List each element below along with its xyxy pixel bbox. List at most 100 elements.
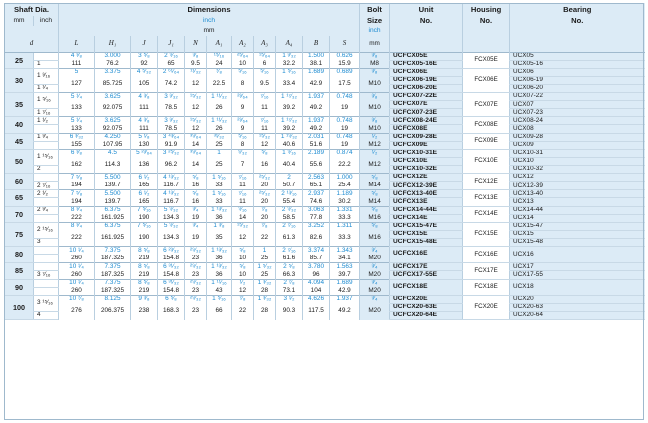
- bolt-mm: M20: [359, 287, 390, 296]
- shaft-mm: 65: [4, 189, 34, 207]
- dim-A3-mm: 28: [253, 287, 276, 296]
- dim-J1-mm: 154.8: [157, 270, 185, 280]
- dim-A1-mm: 66: [206, 303, 232, 320]
- dim-A2-inch: ⁷⁄₁₆: [231, 189, 254, 198]
- shaft-inch: [33, 197, 59, 207]
- col-L: L: [58, 36, 95, 52]
- bearing-number: UCX20: [509, 294, 645, 304]
- dim-N-inch: ⁵⁄₈: [184, 189, 207, 198]
- dim-S-mm: 15.9: [328, 60, 360, 69]
- dim-B-inch: 3.063: [302, 205, 330, 215]
- dim-A4-inch: 3 ¹⁄₂: [275, 294, 303, 304]
- dim-J-mm: 105: [130, 76, 158, 93]
- shaft-mm: 30: [4, 67, 34, 94]
- dim-A1-inch: ¹⁵⁄₁₆: [206, 51, 232, 61]
- dim-A2-mm: 8: [231, 76, 254, 93]
- bearing-number: UCX17: [509, 262, 645, 272]
- dim-N-mm: 14: [184, 157, 207, 174]
- dim-A1-inch: 1 ¹¹⁄₃₂: [206, 92, 232, 101]
- unit-number: UCFCX10-32E: [389, 165, 463, 175]
- dim-H1-mm: 107.95: [94, 141, 131, 150]
- unit-number: UCFCX15-47E: [389, 221, 463, 231]
- col-A3: A₃: [253, 36, 276, 52]
- table-row: 4 UCFCX20-64E UCX20-64: [5, 311, 645, 321]
- dim-N-inch: ³⁄₄: [184, 205, 207, 215]
- dim-L-mm: 133: [58, 124, 95, 134]
- dim-A2-mm: 14: [231, 214, 254, 223]
- dim-H1-mm: 139.7: [94, 197, 131, 207]
- dim-H1-mm: 76.2: [94, 60, 131, 69]
- dim-A4-mm: 39.2: [275, 124, 303, 134]
- bolt-inch: ⁵⁄₈: [359, 173, 390, 182]
- shaft-mm: 80: [4, 246, 34, 264]
- shaft-inch: 3 ⁷⁄₁₆: [33, 270, 59, 280]
- dim-A3-mm: 28: [253, 303, 276, 320]
- dim-A4-mm: 58.5: [275, 214, 303, 223]
- dim-A3-mm: 12: [253, 141, 276, 150]
- dim-A4-mm: 50.7: [275, 181, 303, 190]
- dim-H1-inch: 4.250: [94, 132, 131, 142]
- dim-J1-mm: 134.3: [157, 214, 185, 223]
- unit-number: UCFCX17-55E: [389, 270, 463, 280]
- dim-S-inch: 1.343: [328, 246, 360, 255]
- dim-B-mm: 77.8: [302, 214, 330, 223]
- bolt-mm: M14: [359, 181, 390, 190]
- dim-A1-inch: ⁷⁄₈: [206, 67, 232, 77]
- dim-B-inch: 2.937: [302, 189, 330, 198]
- dim-H1-mm: 187.325: [94, 287, 131, 296]
- dim-A3-mm: 16: [253, 157, 276, 174]
- dim-L-mm: 194: [58, 197, 95, 207]
- housing-number: FCX13E: [462, 189, 510, 207]
- dim-H1-inch: 8.125: [94, 294, 131, 304]
- dim-H1-mm: 161.925: [94, 230, 131, 247]
- dim-A4-inch: 1 ¹⁷⁄₃₂: [275, 92, 303, 101]
- table-row: 162 114.3 136 96.2 14 25 7 16 40.4 55.6 22.2 M12 UCF…: [5, 157, 645, 174]
- dim-L-inch: 5 ¹⁄₄: [58, 92, 95, 101]
- dim-B-inch: 3.252: [302, 221, 330, 231]
- unit-number: UCFCX09-28E: [389, 132, 463, 142]
- dim-S-mm: 19: [328, 100, 360, 117]
- dim-A3-inch: 1 ⁵⁄₃₂: [253, 262, 276, 271]
- table-row: 90 10 ¹⁄₄ 7.375 8 ⁵⁄₈ 6 ³¹⁄₃₂ ²⁹⁄₃₂ 1 ¹¹⁄₁₆ ¹⁄₂…: [4, 278, 645, 296]
- dim-B-mm: 85.7: [302, 254, 330, 263]
- dim-S-inch: 1.000: [328, 173, 360, 182]
- dim-B-inch: 1.500: [302, 51, 330, 61]
- bearing-no-header: No.: [509, 16, 645, 26]
- dim-A1-inch: 1 ⁵⁄₁₆: [206, 189, 232, 198]
- bolt-inch: ³⁄₈: [359, 92, 390, 101]
- dim-L-mm: 194: [58, 181, 95, 190]
- unit-number: UCFCX20-64E: [389, 311, 463, 321]
- dim-H1-mm: 92.075: [94, 124, 131, 134]
- dim-L-inch: 7 ⁵⁄₈: [58, 173, 95, 182]
- dim-A4-inch: 1 ⁹⁄₁₆: [275, 148, 303, 158]
- dim-J1-inch: 2 ⁶¹⁄₆₄: [157, 67, 185, 77]
- dim-B-inch: 1.937: [302, 92, 330, 101]
- bearing-number: UCX15-47: [509, 221, 645, 231]
- dim-L-mm: 260: [58, 270, 95, 280]
- col-A2: A₂: [231, 36, 254, 52]
- dim-B-mm: 65.1: [302, 181, 330, 190]
- dim-S-mm: 42.9: [328, 287, 360, 296]
- dim-S-inch: 1.937: [328, 294, 360, 304]
- shaft-inch-label: inch: [33, 16, 59, 26]
- unit-number: UCFCX16E: [389, 246, 463, 264]
- dim-J-inch: 4 ³⁄₈: [130, 116, 158, 125]
- dim-B-mm: 74.6: [302, 197, 330, 207]
- dim-A1-mm: 25: [206, 141, 232, 150]
- unit-number: UCFCX06E: [389, 67, 463, 77]
- dim-A4-mm: 55.4: [275, 197, 303, 207]
- dim-A2-inch: ⁵⁄₁₆: [231, 132, 254, 142]
- dim-A4-mm: 32.2: [275, 60, 303, 69]
- bolt-mm: M8: [359, 60, 390, 69]
- table-row: 75 2 ¹⁵⁄₁₆ 8 ³⁄₄ 6.375 7 ⁵⁄₁₆ 5 ⁹⁄₃₂ ³⁄₄ 1 ³⁄₈ ¹…: [4, 221, 645, 248]
- d-symbol: d: [4, 36, 59, 52]
- dim-N-mm: 16: [184, 181, 207, 190]
- dim-J1-mm: 78.5: [157, 100, 185, 117]
- bolt-mm: M14: [359, 197, 390, 207]
- shaft-mm: 90: [4, 278, 34, 296]
- dim-N-inch: ³⁹⁄₆₄: [184, 148, 207, 158]
- bearing-number: UCX10-32: [509, 165, 645, 175]
- housing-number: FCX07E: [462, 92, 510, 118]
- bearing-number: UCX18: [509, 278, 645, 296]
- dim-A3-inch: ⁵⁄₁₆: [253, 67, 276, 77]
